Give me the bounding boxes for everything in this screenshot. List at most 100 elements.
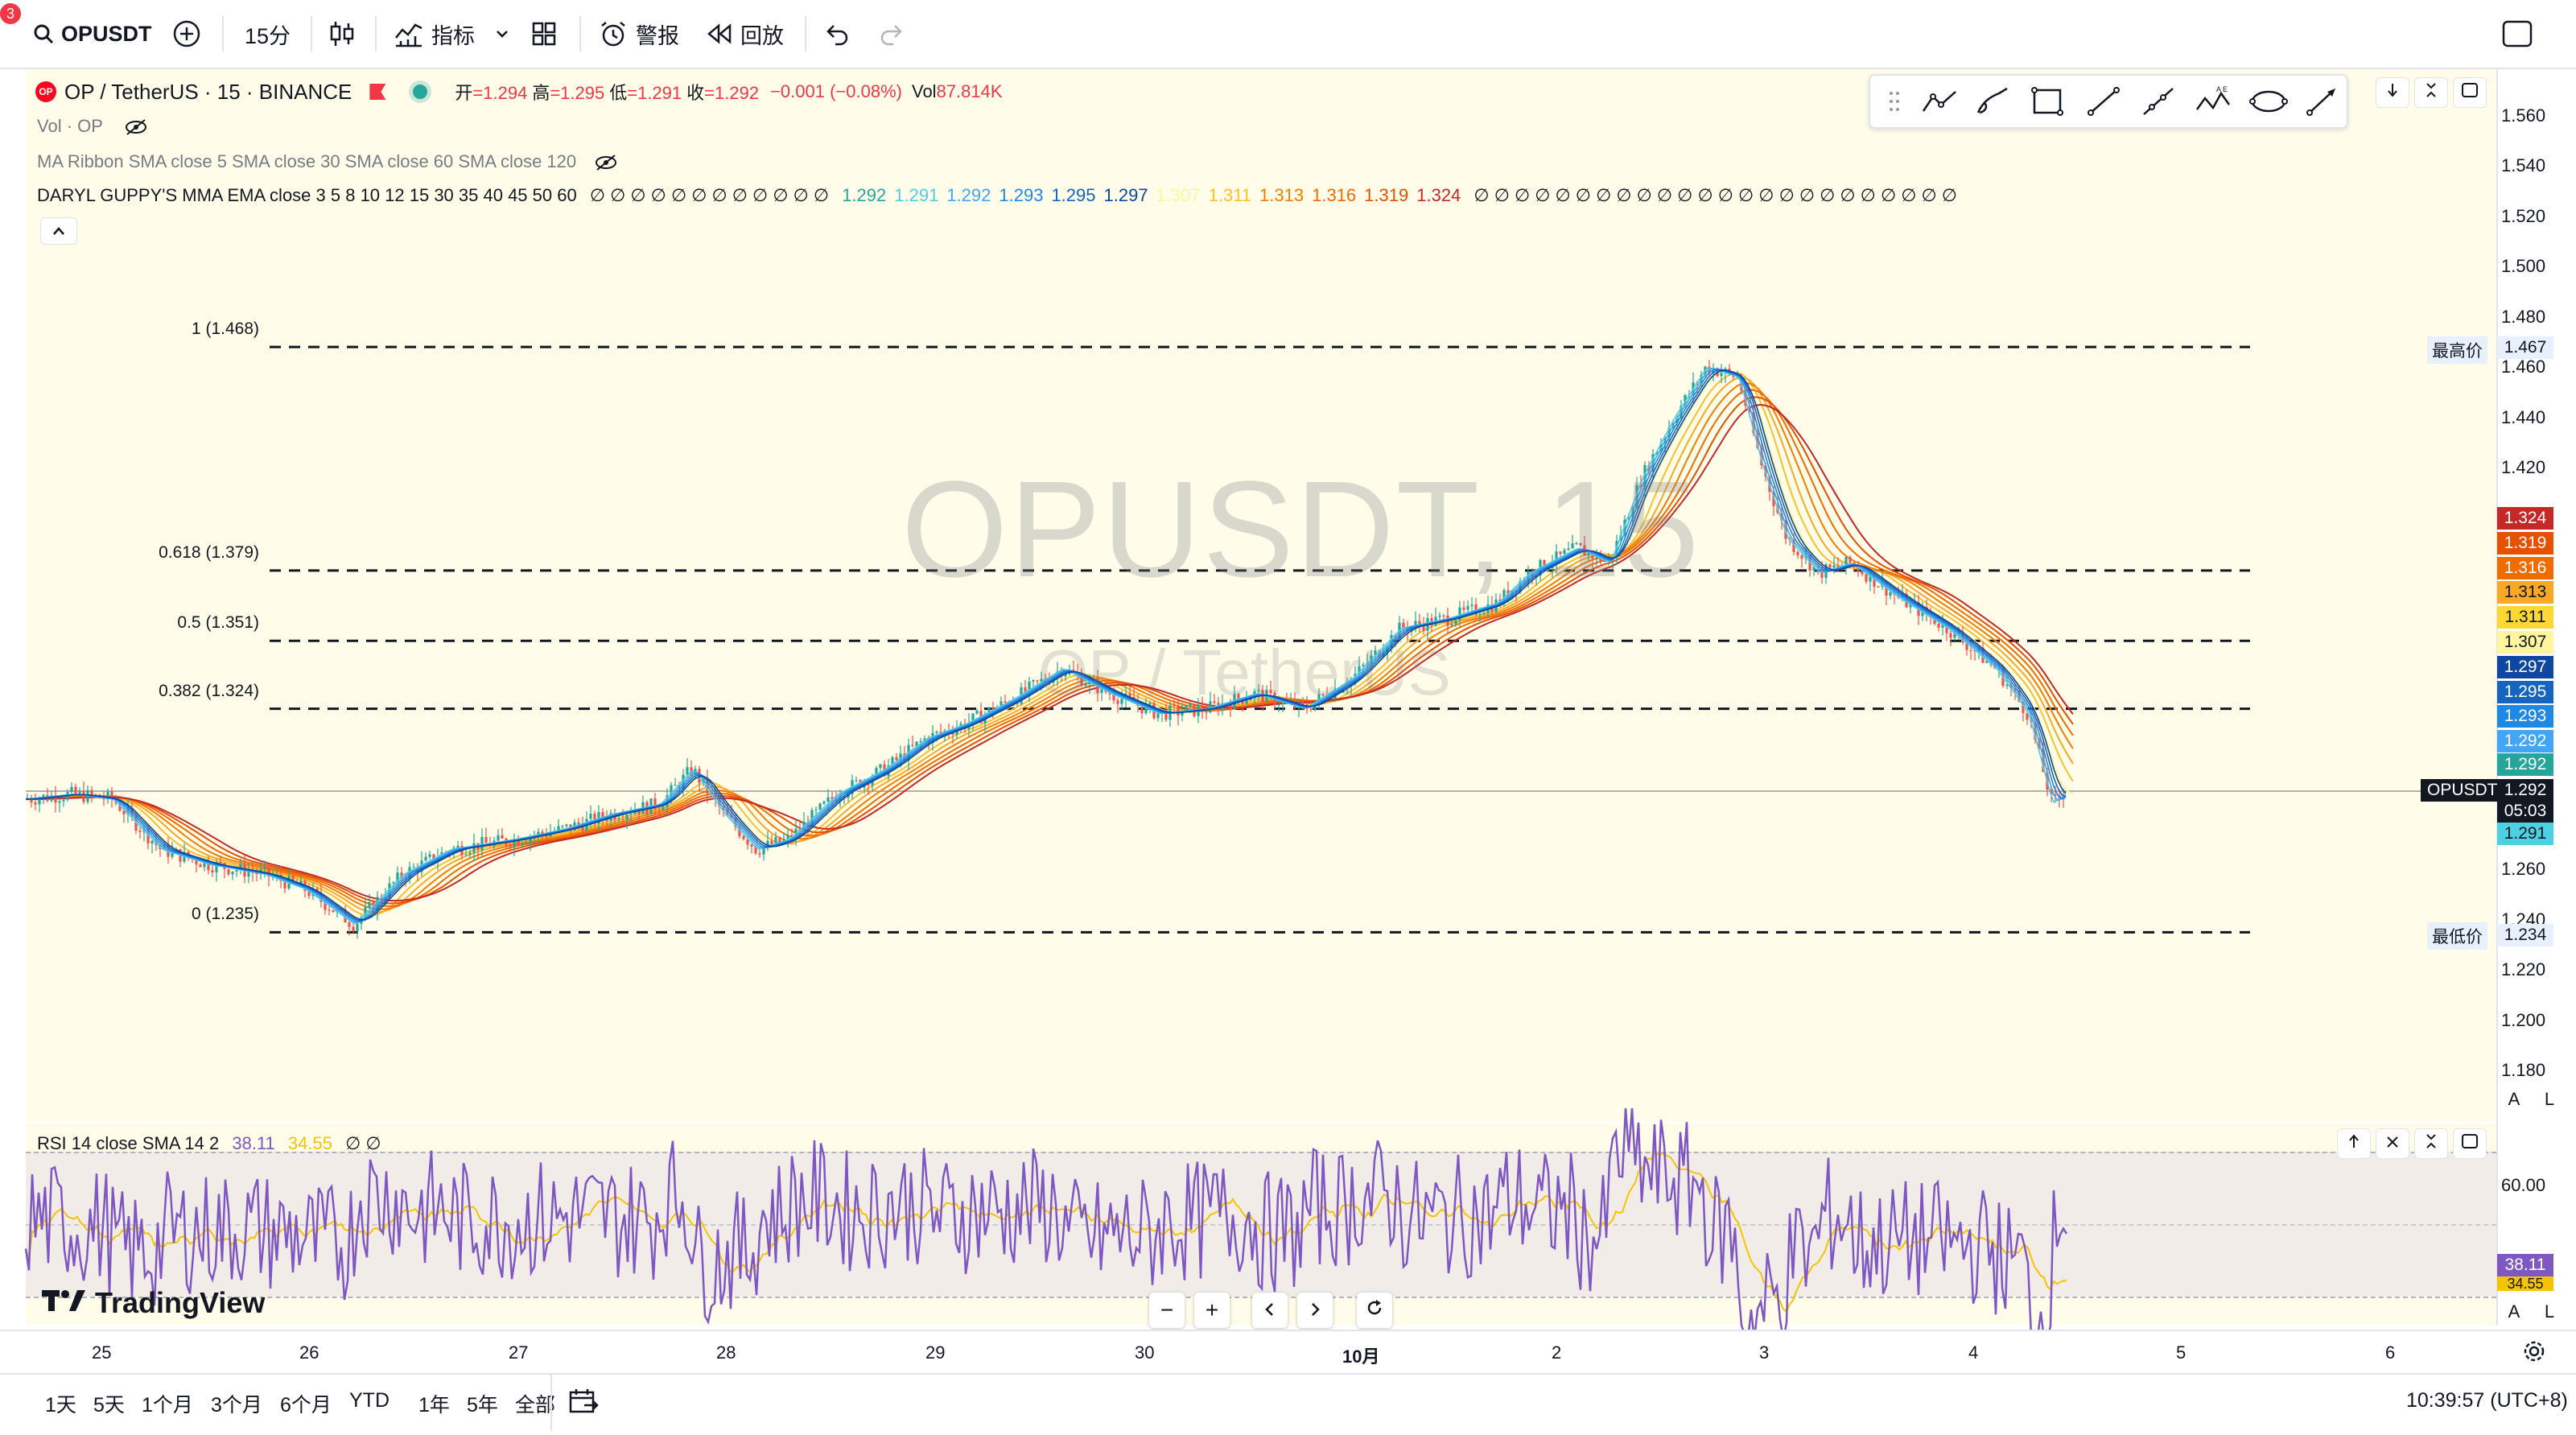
volume-study-legend[interactable]: Vol · OP bbox=[37, 116, 148, 137]
range-button[interactable]: 5年 bbox=[467, 1394, 498, 1416]
range-button[interactable]: 6个月 bbox=[280, 1394, 332, 1416]
candle-body bbox=[235, 870, 238, 872]
candle-body bbox=[130, 807, 134, 816]
zoom-out-button[interactable]: − bbox=[1149, 1293, 1185, 1328]
main-chart-pane[interactable] bbox=[26, 69, 2496, 1121]
guppy-legend[interactable]: DARYL GUPPY'S MMA EMA close 3 5 8 10 12 … bbox=[37, 185, 1957, 206]
flag-icon[interactable] bbox=[369, 84, 386, 100]
rsi-auto-scale-button[interactable]: A bbox=[2501, 1299, 2527, 1325]
candle-body bbox=[1450, 624, 1453, 626]
pane-maximize-button[interactable] bbox=[2414, 77, 2448, 108]
fib-level-label: 0.618 (1.379) bbox=[159, 542, 259, 562]
range-button[interactable]: 5天 bbox=[93, 1394, 125, 1416]
range-button[interactable]: 1年 bbox=[418, 1394, 450, 1416]
candle-body bbox=[146, 828, 150, 843]
arrow-up-icon bbox=[2347, 1132, 2360, 1155]
candle-body bbox=[1881, 581, 1884, 587]
candle-body bbox=[1808, 555, 1811, 571]
symbol-search-button[interactable]: OPUSDT bbox=[32, 11, 152, 56]
candle-body bbox=[1213, 701, 1216, 703]
rectangle-tool-icon[interactable] bbox=[2030, 85, 2063, 118]
range-button[interactable]: 全部 bbox=[515, 1394, 556, 1416]
candle-body bbox=[211, 870, 214, 872]
rsi-middle-line bbox=[26, 1224, 2496, 1226]
window-icon bbox=[2461, 81, 2479, 104]
reset-chart-button[interactable] bbox=[1357, 1293, 1392, 1328]
candle-body bbox=[879, 764, 882, 769]
go-to-date-button[interactable] bbox=[568, 1388, 599, 1419]
log-scale-button[interactable]: L bbox=[2537, 1087, 2562, 1112]
pattern-tool-icon[interactable] bbox=[1920, 85, 1956, 118]
candle-body bbox=[774, 837, 777, 845]
fib-level-label: 0.382 (1.324) bbox=[159, 681, 259, 700]
bar-countdown: 05:03 bbox=[2497, 800, 2553, 823]
pane-fullscreen-button[interactable] bbox=[2453, 77, 2487, 108]
ohlc-item: 收=1.292 bbox=[686, 83, 760, 103]
collapse-arrows-icon bbox=[2423, 1132, 2439, 1156]
candle-body bbox=[1474, 604, 1478, 615]
candle-body bbox=[1205, 711, 1208, 713]
scroll-right-button[interactable] bbox=[1297, 1293, 1333, 1328]
brush-tool-icon[interactable] bbox=[1975, 85, 2008, 118]
xabcd-pattern-icon[interactable]: A E bbox=[2194, 85, 2231, 118]
eye-off-icon[interactable] bbox=[594, 151, 618, 171]
indicators-button[interactable]: 指标 bbox=[394, 11, 475, 56]
redo-button[interactable] bbox=[879, 11, 906, 56]
candle-body bbox=[1301, 701, 1304, 705]
candle-body bbox=[1760, 447, 1763, 466]
candle-body bbox=[826, 797, 830, 802]
zoom-in-button[interactable]: + bbox=[1194, 1293, 1230, 1328]
rsi-fullscreen-button[interactable] bbox=[2453, 1128, 2487, 1159]
candle-body bbox=[758, 853, 761, 855]
eye-off-icon[interactable] bbox=[124, 116, 148, 136]
rsi-close-button[interactable] bbox=[2376, 1128, 2409, 1159]
chart-settings-button[interactable] bbox=[2522, 1339, 2546, 1367]
clock-display[interactable]: 10:39:57 (UTC+8) bbox=[2406, 1389, 2568, 1412]
alert-button[interactable]: 警报 bbox=[599, 11, 679, 56]
auto-scale-button[interactable]: A bbox=[2501, 1087, 2527, 1112]
layout-button[interactable] bbox=[531, 11, 557, 56]
candle-body bbox=[352, 926, 355, 932]
collapse-legend-button[interactable] bbox=[40, 217, 77, 245]
candle-body bbox=[1571, 543, 1574, 549]
range-button[interactable]: 3个月 bbox=[211, 1394, 262, 1416]
candle-body bbox=[1639, 485, 1642, 488]
replay-button[interactable]: 回放 bbox=[707, 11, 784, 56]
rsi-sma-value: 34.55 bbox=[287, 1133, 332, 1153]
range-button[interactable]: 1天 bbox=[45, 1394, 76, 1416]
ray-tool-icon[interactable] bbox=[2141, 85, 2174, 118]
candle-body bbox=[1567, 548, 1570, 550]
fullscreen-button[interactable] bbox=[2501, 11, 2533, 56]
range-button[interactable]: YTD bbox=[349, 1389, 389, 1412]
add-circle-icon bbox=[172, 19, 201, 48]
candle-body bbox=[400, 872, 403, 878]
scroll-left-button[interactable] bbox=[1252, 1293, 1288, 1328]
pane-move-down-button[interactable] bbox=[2376, 77, 2409, 108]
range-button[interactable]: 1个月 bbox=[142, 1394, 193, 1416]
candle-body bbox=[1478, 614, 1482, 616]
chevron-up-icon bbox=[52, 220, 66, 242]
drag-handle-icon[interactable] bbox=[1880, 85, 1912, 118]
notification-badge[interactable]: 3 bbox=[0, 3, 21, 24]
tradingview-logo[interactable]: TradingView bbox=[42, 1286, 265, 1320]
rsi-log-scale-button[interactable]: L bbox=[2537, 1299, 2562, 1325]
candle-body bbox=[529, 837, 532, 843]
rsi-legend[interactable]: RSI 14 close SMA 14 2 38.11 34.55 ∅ ∅ bbox=[37, 1133, 381, 1154]
rsi-move-up-button[interactable] bbox=[2337, 1128, 2371, 1159]
ellipse-tool-icon[interactable] bbox=[2248, 85, 2288, 118]
time-axis[interactable] bbox=[0, 1330, 2576, 1373]
candle-body bbox=[1120, 699, 1123, 704]
fib-retracement[interactable] bbox=[270, 345, 2250, 934]
chart-type-button[interactable] bbox=[328, 11, 356, 56]
guppy-price-tag: 1.291 bbox=[2497, 823, 2553, 845]
ma-ribbon-legend[interactable]: MA Ribbon SMA close 5 SMA close 30 SMA c… bbox=[37, 151, 618, 172]
undo-button[interactable] bbox=[822, 11, 850, 56]
guppy-fast-ema bbox=[25, 369, 2067, 921]
rsi-maximize-button[interactable] bbox=[2414, 1128, 2448, 1159]
indicators-dropdown[interactable] bbox=[494, 11, 510, 56]
trend-line-tool-icon[interactable] bbox=[2086, 85, 2120, 118]
arrow-tool-icon[interactable] bbox=[2305, 85, 2337, 118]
interval-button[interactable]: 15分 bbox=[245, 23, 291, 48]
candle-body bbox=[625, 814, 629, 820]
compare-symbol-button[interactable] bbox=[172, 11, 201, 56]
